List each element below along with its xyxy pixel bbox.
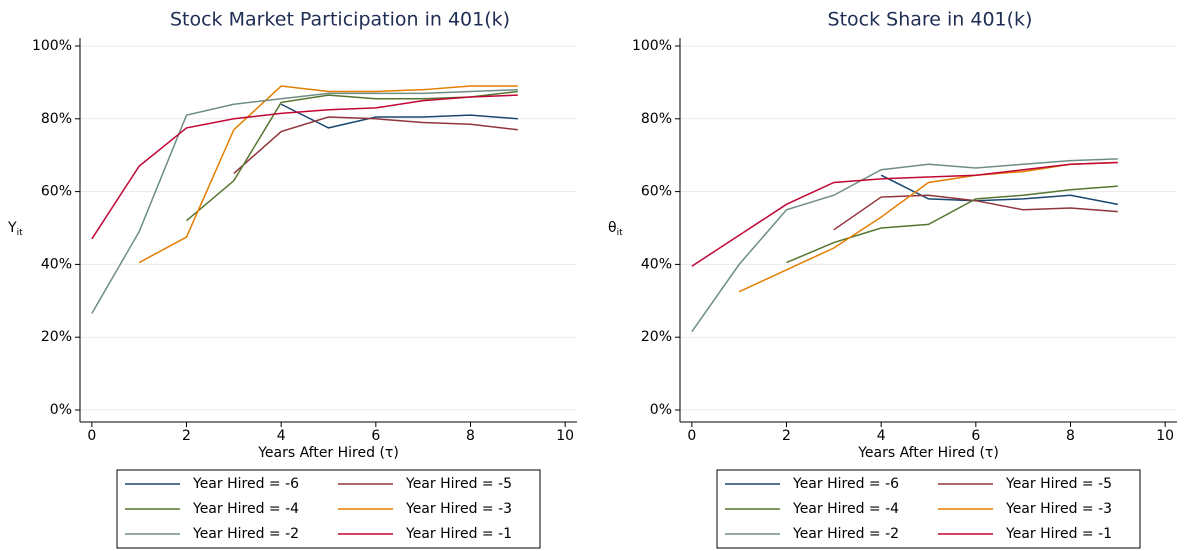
legend-label: Year Hired = -3	[405, 501, 512, 517]
y-axis-label: θit	[608, 220, 623, 238]
series-line	[186, 90, 518, 222]
legend-label: Year Hired = -6	[792, 476, 899, 492]
series-line	[91, 88, 518, 314]
x-tick-label: 6	[971, 428, 980, 444]
series-line	[833, 194, 1118, 231]
series-line	[880, 174, 1118, 206]
y-axis-label-main: Y	[7, 220, 17, 236]
legend-box	[716, 469, 1141, 549]
y-tick-label: 40%	[41, 256, 72, 272]
x-tick-label: 0	[87, 428, 96, 444]
legend-label: Year Hired = -4	[792, 501, 899, 517]
x-axis-label: Years After Hired (τ)	[857, 445, 999, 461]
series-line	[691, 161, 1118, 267]
legend-label: Year Hired = -6	[192, 476, 299, 492]
x-tick-label: 2	[782, 428, 791, 444]
y-tick-label: 60%	[41, 184, 72, 200]
x-tick-label: 6	[371, 428, 380, 444]
x-tick-label: 4	[877, 428, 886, 444]
x-tick-label: 0	[687, 428, 696, 444]
y-tick-label: 0%	[50, 402, 72, 418]
y-axis-label-sub: it	[17, 228, 24, 238]
series-line	[280, 103, 518, 129]
series-line	[91, 94, 518, 240]
legend-label: Year Hired = -4	[192, 501, 299, 517]
y-tick-label: 80%	[41, 111, 72, 127]
series-line	[691, 158, 1118, 333]
legend-label: Year Hired = -2	[192, 526, 299, 542]
legend-label: Year Hired = -1	[405, 526, 512, 542]
x-tick-label: 8	[1066, 428, 1075, 444]
legend-box	[116, 469, 541, 549]
series-line	[233, 116, 518, 174]
legend-label: Year Hired = -5	[405, 476, 512, 492]
x-tick-label: 10	[556, 428, 574, 444]
series-line	[138, 85, 518, 264]
y-tick-label: 80%	[641, 111, 672, 127]
x-tick-label: 2	[182, 428, 191, 444]
chart-panel: Stock Share in 401(k) 0% 20% 40% 60% 80% 100% 0…	[608, 9, 1177, 549]
y-tick-label: 60%	[641, 184, 672, 200]
y-axis-label-main: θ	[608, 220, 617, 236]
y-tick-label: 20%	[41, 329, 72, 345]
x-tick-label: 10	[1156, 428, 1174, 444]
y-tick-label: 0%	[650, 402, 672, 418]
series-line	[738, 161, 1118, 293]
legend-label: Year Hired = -1	[1005, 526, 1112, 542]
chart-panel: Stock Market Participation in 401(k)0%20…	[7, 9, 577, 549]
series-line	[786, 185, 1118, 264]
x-axis-label: Years After Hired (τ)	[257, 445, 399, 461]
y-tick-label: 40%	[641, 256, 672, 272]
y-axis-label: Yit	[7, 220, 23, 238]
y-axis-label-sub: it	[617, 228, 624, 238]
legend-label: Year Hired = -2	[792, 526, 899, 542]
x-tick-label: 4	[277, 428, 286, 444]
x-tick-label: 8	[466, 428, 475, 444]
legend-label: Year Hired = -5	[1005, 476, 1112, 492]
chart-title: Stock Share in 401(k)	[828, 9, 1033, 31]
chart-title: Stock Market Participation in 401(k)	[170, 9, 510, 31]
y-tick-label: 100%	[632, 38, 672, 54]
y-tick-label: 20%	[641, 329, 672, 345]
y-tick-label: 100%	[32, 38, 72, 54]
legend-label: Year Hired = -3	[1005, 501, 1112, 517]
